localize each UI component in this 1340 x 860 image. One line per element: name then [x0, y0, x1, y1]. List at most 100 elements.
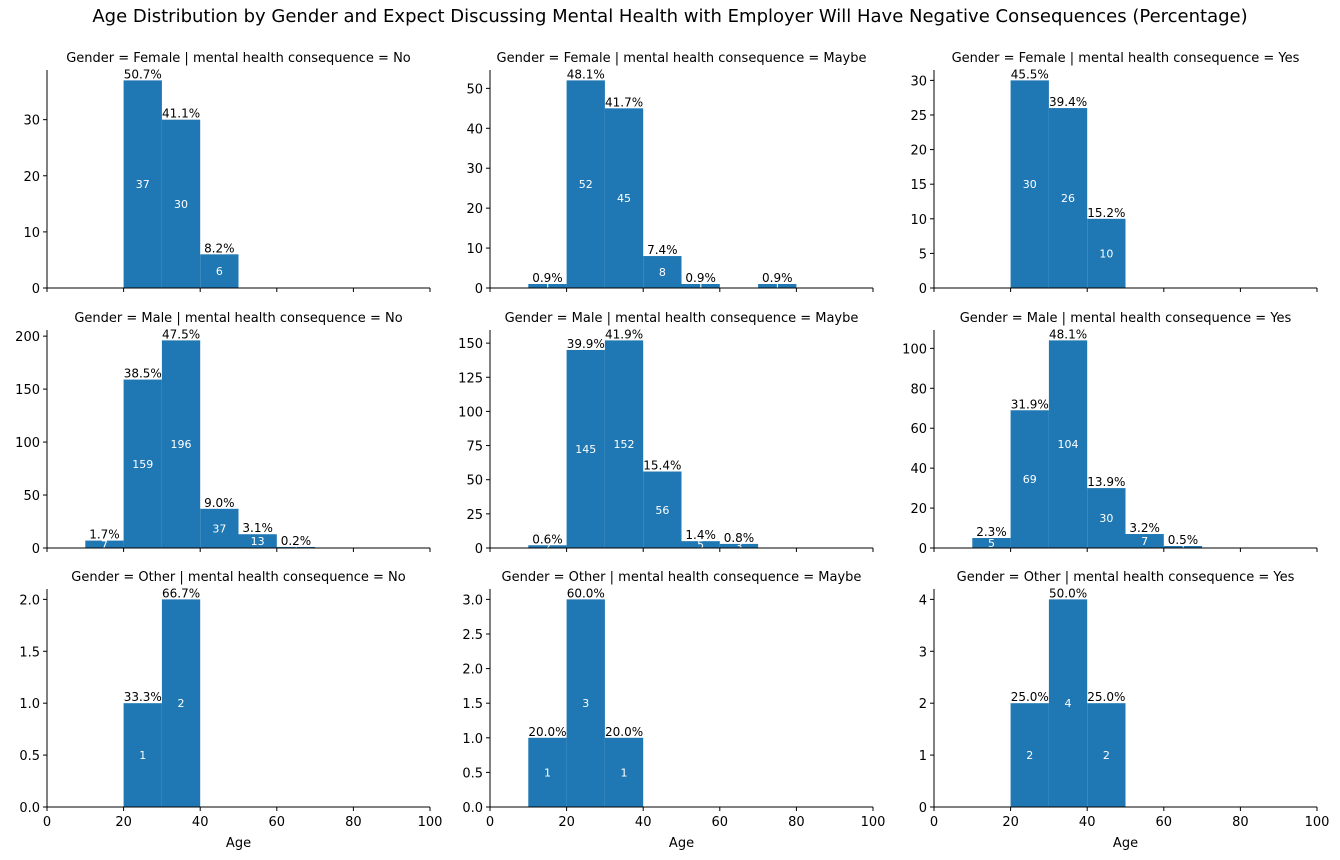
- bar-count-label: 2: [544, 541, 551, 554]
- x-tick-label: 20: [115, 815, 132, 830]
- bar-percent-label: 2.3%: [976, 525, 1007, 539]
- bar-percent-label: 0.6%: [532, 532, 563, 546]
- histogram-bar: [604, 737, 644, 807]
- histogram-bar: [972, 538, 1011, 548]
- bar-count-label: 3: [735, 540, 742, 553]
- histogram-bar: [566, 599, 605, 807]
- bar-count-label: 1: [697, 280, 704, 293]
- histogram-bar: [1087, 218, 1126, 288]
- y-tick-label: 0: [475, 282, 483, 297]
- bar-percent-label: 0.8%: [724, 531, 755, 545]
- bar-percent-label: 41.7%: [605, 95, 643, 109]
- facet-title: Gender = Male | mental health consequenc…: [505, 311, 859, 326]
- x-tick-label: 100: [861, 815, 886, 830]
- y-tick-label: 1.5: [19, 645, 40, 660]
- bar-percent-label: 0.5%: [1168, 533, 1199, 547]
- bar-count-label: 10: [1099, 247, 1113, 260]
- y-tick-label: 50: [466, 82, 483, 97]
- y-tick-label: 2.5: [462, 628, 483, 643]
- histogram-bar: [1048, 599, 1088, 807]
- y-tick-label: 3.0: [462, 593, 483, 608]
- histogram-bar: [238, 534, 277, 548]
- bar-count-label: 2: [1026, 749, 1033, 762]
- bar-percent-label: 0.9%: [532, 271, 563, 285]
- bar-count-label: 145: [575, 443, 596, 456]
- y-tick-label: 5: [919, 247, 927, 262]
- histogram-bar: [276, 546, 316, 548]
- y-tick-label: 40: [466, 122, 483, 137]
- y-tick-label: 25: [910, 109, 927, 124]
- y-tick-label: 40: [910, 462, 927, 477]
- facet-panel-9: Gender = Other | mental health consequen…: [919, 570, 1330, 851]
- bar-count-label: 5: [988, 537, 995, 550]
- facet-title: Gender = Other | mental health consequen…: [71, 570, 405, 585]
- bar-percent-label: 13.9%: [1087, 475, 1125, 489]
- y-tick-label: 80: [910, 382, 927, 397]
- y-tick-label: 50: [23, 489, 40, 504]
- y-tick-label: 2: [919, 697, 927, 712]
- y-tick-label: 30: [466, 162, 483, 177]
- histogram-bar: [123, 703, 162, 807]
- bar-percent-label: 39.4%: [1049, 95, 1087, 109]
- bar-count-label: 5: [697, 539, 704, 552]
- bar-percent-label: 48.1%: [567, 67, 605, 81]
- bar-percent-label: 45.5%: [1011, 67, 1049, 81]
- y-tick-label: 200: [15, 330, 40, 345]
- y-tick-label: 1.0: [462, 732, 483, 747]
- facet-panel-5: Gender = Male | mental health consequenc…: [458, 311, 874, 557]
- bar-percent-label: 0.9%: [685, 271, 716, 285]
- bar-count-label: 1: [139, 749, 146, 762]
- facet-title: Gender = Other | mental health consequen…: [502, 570, 862, 585]
- histogram-bar: [1163, 546, 1203, 548]
- bar-percent-label: 50.0%: [1049, 586, 1087, 600]
- facet-title: Gender = Female | mental health conseque…: [497, 51, 867, 66]
- histogram-bar: [566, 80, 605, 288]
- y-tick-label: 125: [458, 371, 483, 386]
- bar-percent-label: 39.9%: [567, 337, 605, 351]
- bar-count-label: 7: [1141, 535, 1148, 548]
- x-tick-label: 100: [1305, 815, 1330, 830]
- bar-percent-label: 48.1%: [1049, 327, 1087, 341]
- histogram-bar: [719, 543, 759, 548]
- histogram-bar: [123, 80, 162, 288]
- facet-title: Gender = Female | mental health conseque…: [952, 51, 1300, 66]
- bar-percent-label: 1.7%: [89, 528, 120, 542]
- histogram-bar: [1048, 108, 1088, 288]
- bar-count-label: 37: [212, 522, 226, 535]
- x-tick-label: 40: [635, 815, 652, 830]
- bar-count-label: 3: [582, 697, 589, 710]
- x-tick-label: 60: [712, 815, 729, 830]
- bar-percent-label: 0.2%: [281, 534, 312, 548]
- x-axis-label: Age: [226, 836, 251, 851]
- y-tick-label: 3: [919, 645, 927, 660]
- bar-percent-label: 3.1%: [242, 521, 273, 535]
- y-tick-label: 0: [919, 542, 927, 557]
- bar-percent-label: 15.4%: [643, 459, 681, 473]
- y-tick-label: 10: [466, 242, 483, 257]
- facet-panel-6: Gender = Male | mental health consequenc…: [902, 311, 1318, 557]
- y-tick-label: 0.0: [462, 801, 483, 816]
- facet-panel-4: Gender = Male | mental health consequenc…: [15, 311, 431, 557]
- y-tick-label: 10: [23, 226, 40, 241]
- x-tick-label: 60: [269, 815, 286, 830]
- histogram-bar: [1010, 80, 1049, 288]
- bar-percent-label: 60.0%: [567, 586, 605, 600]
- bar-count-label: 196: [171, 438, 192, 451]
- y-tick-label: 150: [458, 337, 483, 352]
- x-tick-label: 80: [1232, 815, 1249, 830]
- histogram-bar: [123, 379, 162, 548]
- x-tick-label: 60: [1156, 815, 1173, 830]
- histogram-bar: [643, 471, 682, 548]
- bar-percent-label: 7.4%: [647, 243, 678, 257]
- histogram-bar: [1010, 410, 1049, 548]
- bar-count-label: 37: [136, 178, 150, 191]
- y-tick-label: 1.0: [19, 697, 40, 712]
- bar-percent-label: 20.0%: [605, 725, 643, 739]
- facet-title: Gender = Other | mental health consequen…: [957, 570, 1295, 585]
- bar-count-label: 159: [132, 458, 153, 471]
- histogram-bar: [85, 540, 124, 548]
- histogram-bar: [604, 340, 644, 548]
- y-tick-label: 50: [466, 474, 483, 489]
